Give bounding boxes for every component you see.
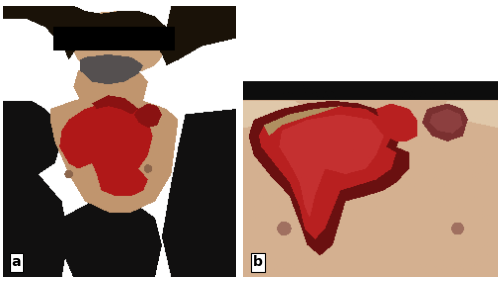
Text: b: b — [252, 256, 262, 269]
Text: a: a — [12, 256, 22, 269]
